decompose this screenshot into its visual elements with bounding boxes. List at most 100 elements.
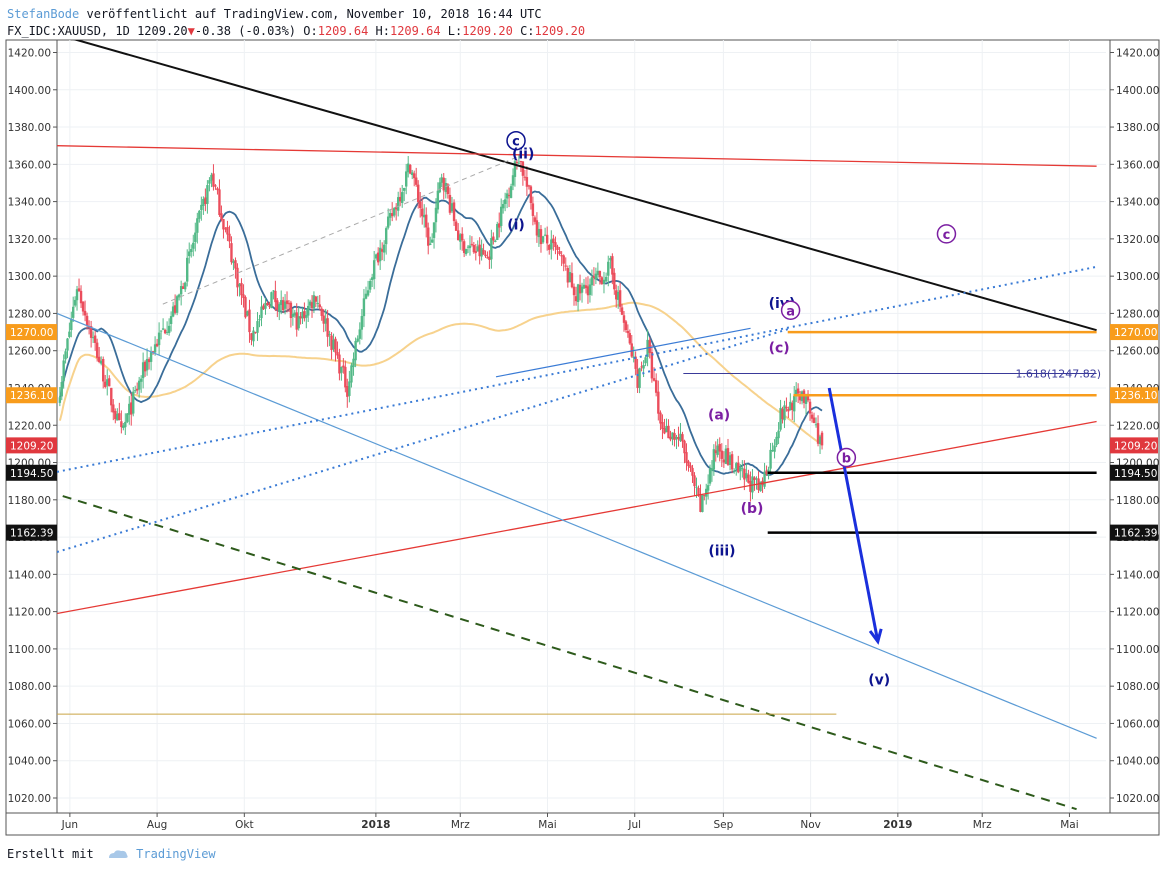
candle-body [368, 281, 372, 290]
candle-body [256, 321, 259, 333]
candle-body [652, 378, 656, 381]
candle-body [781, 409, 784, 420]
y-tick-label-right: 1340.00 [1116, 197, 1159, 209]
candle-body [226, 226, 229, 235]
wave-label: (a) [708, 408, 730, 424]
y-tick-label-right: 1420.00 [1116, 48, 1159, 60]
candle-body [560, 255, 563, 257]
price-chart[interactable]: 1420.00 1420.00 1400.00 1400.00 1380.00 1380.… [0, 0, 1166, 845]
candle-body [346, 386, 349, 397]
ohlc-open-label: O: [303, 24, 318, 38]
candle-body [769, 449, 772, 469]
candle-body [609, 257, 612, 261]
candle-body [791, 403, 794, 410]
candle-body [806, 393, 810, 401]
resistance-line-red [57, 145, 1097, 167]
candle-body [480, 248, 483, 257]
candle-body [539, 229, 543, 245]
x-tick-label: Mai [538, 819, 556, 831]
candle-body [613, 272, 616, 290]
candle-body [793, 395, 796, 412]
candle-body [466, 246, 470, 248]
candle-body [324, 318, 327, 324]
candle-body [224, 228, 227, 230]
candle-body [407, 163, 410, 173]
candle-body [787, 408, 790, 412]
candle-body [452, 202, 456, 222]
candle-body [326, 318, 329, 337]
candle-body [112, 404, 115, 413]
wave-label: (v) [868, 672, 890, 688]
candle-body [297, 316, 300, 329]
candle-body [258, 319, 261, 321]
candle-body [118, 413, 121, 421]
candle-body [438, 182, 441, 193]
y-tick-label-left: 1060.00 [8, 718, 51, 730]
candle-body [159, 330, 163, 332]
candle-body [137, 380, 141, 390]
candle-body [376, 252, 380, 263]
created-with-text: Erstellt mit [7, 847, 94, 861]
dotted-channel-lower [57, 327, 791, 553]
ohlc-low-label: L: [447, 24, 463, 38]
candle-body [283, 301, 287, 309]
candle-body [728, 455, 732, 466]
candle-body [374, 254, 378, 259]
candle-body [741, 468, 744, 470]
candle-body [777, 430, 780, 439]
channel-line-blue [57, 312, 1097, 739]
candle-body [499, 206, 503, 226]
price-label-right: 1270.00 [1114, 327, 1157, 339]
candle-body [169, 316, 173, 325]
candle-body [507, 195, 511, 197]
candle-body [268, 305, 271, 307]
candle-body [318, 304, 321, 308]
candle-body [749, 480, 752, 492]
candle-body [246, 311, 249, 316]
tradingview-logo[interactable]: TradingView [107, 847, 216, 861]
candle-body [622, 315, 626, 323]
symbol-label[interactable]: FX_IDC:XAUUSD, 1D [7, 24, 130, 38]
price-label-right: 1194.50 [1114, 468, 1157, 480]
candle-body [775, 436, 778, 445]
candles [58, 151, 824, 513]
ohlc-close-label: C: [520, 24, 535, 38]
candle-body [535, 220, 539, 236]
candle-body [529, 186, 533, 204]
candle-body [755, 478, 758, 480]
candle-body [665, 426, 668, 433]
y-tick-label-right: 1380.00 [1116, 122, 1159, 134]
candle-body [307, 305, 310, 316]
candle-body [654, 380, 658, 393]
candle-body [344, 366, 347, 388]
price-label-left: 1270.00 [10, 327, 53, 339]
candle-body [356, 338, 359, 342]
y-tick-label-left: 1220.00 [8, 420, 51, 432]
candle-body [401, 192, 404, 203]
chart-frame [5, 39, 1160, 836]
candle-body [352, 358, 355, 368]
candle-body [640, 366, 643, 368]
candle-body [153, 344, 157, 353]
candle-body [753, 477, 756, 481]
y-tick-label-left: 1080.00 [8, 681, 51, 693]
candle-body [348, 381, 351, 396]
candle-body [720, 450, 723, 459]
candle-body [232, 261, 235, 264]
candle-body [492, 236, 495, 241]
y-tick-label-right: 1040.00 [1116, 756, 1159, 768]
candle-body [248, 309, 251, 333]
author-name[interactable]: StefanBode [7, 7, 80, 21]
candle-body [765, 470, 768, 475]
candle-body [509, 186, 513, 198]
candle-body [716, 445, 719, 455]
x-tick-label: Mrz [973, 819, 992, 831]
y-tick-label-left: 1260.00 [8, 346, 51, 358]
candle-body [779, 407, 782, 430]
candle-body [706, 485, 710, 491]
candle-body [476, 246, 479, 252]
candle-body [58, 397, 62, 403]
downtrend-line-black [73, 40, 1097, 332]
candle-body [712, 449, 716, 470]
candle-body [794, 389, 798, 395]
